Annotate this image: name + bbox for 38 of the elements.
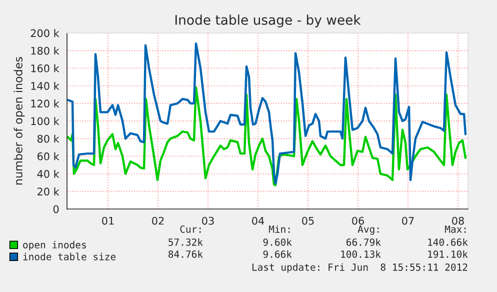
legend-label: open inodes bbox=[23, 240, 86, 250]
y-tick-label: 160 k bbox=[31, 64, 60, 72]
y-tick-label: 80 k bbox=[37, 134, 60, 143]
x-tick-label: 04 bbox=[252, 216, 264, 225]
x-tick-label: 05 bbox=[302, 216, 314, 225]
x-tick-label: 03 bbox=[202, 216, 214, 225]
text: Max: bbox=[444, 226, 466, 233]
text: 66.79k bbox=[346, 238, 381, 246]
y-tick-label: 180 k bbox=[31, 46, 60, 55]
text: Last update: Fri Jun 8 15:55:11 2012 bbox=[252, 263, 468, 273]
y-tick-label: 100 k bbox=[31, 117, 60, 126]
x-tick-label: 07 bbox=[402, 216, 414, 225]
text: Min: bbox=[268, 225, 290, 233]
y-tick-label: 20 k bbox=[38, 187, 60, 196]
legend-label: inode table size bbox=[23, 252, 116, 260]
chart-title: Inode table usage - by week bbox=[175, 14, 361, 28]
y-tick-label: 60 k bbox=[37, 152, 60, 160]
x-tick-label: 01 bbox=[102, 216, 114, 225]
x-tick-label: 06 bbox=[352, 216, 364, 225]
y-axis-title: number of open inodes bbox=[14, 57, 25, 184]
x-tick-label: 08 bbox=[452, 216, 464, 225]
text: 9.60k bbox=[263, 238, 292, 246]
y-tick-label: 40 k bbox=[37, 170, 60, 178]
text: Avg: bbox=[358, 226, 379, 235]
x-tick-label: 02 bbox=[152, 216, 164, 225]
text: 100.13k bbox=[341, 250, 381, 258]
text: Cur: bbox=[180, 225, 201, 233]
y-tick-label: 0 bbox=[53, 205, 59, 214]
y-tick-label: 140 k bbox=[31, 82, 60, 90]
text: 57.32k bbox=[168, 238, 203, 246]
line-series bbox=[67, 86, 467, 186]
text: 84.76k bbox=[168, 250, 203, 258]
text: 9.66k bbox=[263, 250, 292, 258]
y-tick-label: 120 k bbox=[31, 99, 60, 108]
y-tick-label: 200 k bbox=[30, 29, 60, 38]
text: 140.66k bbox=[428, 238, 468, 246]
line-series bbox=[67, 42, 467, 185]
text: 191.10k bbox=[428, 250, 468, 258]
